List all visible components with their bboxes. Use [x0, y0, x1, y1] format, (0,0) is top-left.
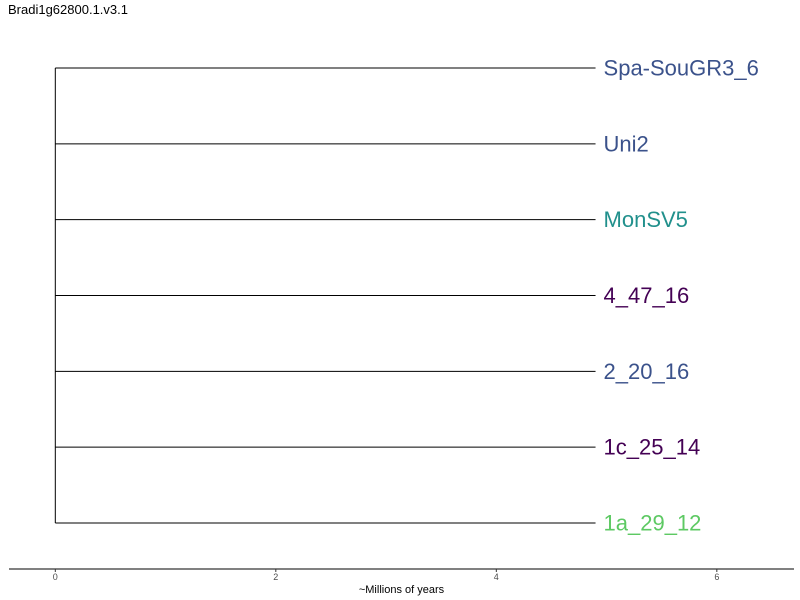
tip-label-3: MonSV5 [604, 207, 688, 232]
x-axis-ticks: 0 2 4 6 [53, 569, 719, 582]
tip-label-1: Spa-SouGR3_6 [604, 56, 759, 81]
x-axis-title: ~Millions of years [359, 584, 445, 596]
tip-label-7: 1a_29_12 [604, 511, 702, 536]
tip-label-4: 4_47_16 [604, 283, 690, 308]
tree-tip-labels: Spa-SouGR3_6 Uni2 MonSV5 4_47_16 2_20_16 1c_2… [604, 56, 759, 536]
x-tick-label-1: 0 [53, 572, 58, 582]
tree-branches [54, 67, 596, 524]
tip-label-6: 1c_25_14 [604, 435, 701, 460]
tip-label-5: 2_20_16 [604, 359, 690, 384]
tip-label-2: Uni2 [604, 131, 649, 156]
x-tick-label-2: 2 [273, 572, 278, 582]
x-axis: 0 2 4 6 ~Millions of years [9, 568, 794, 596]
x-tick-label-4: 6 [714, 572, 719, 582]
x-tick-label-3: 4 [494, 572, 499, 582]
chart-title: Bradi1g62800.1.v3.1 [8, 2, 128, 17]
